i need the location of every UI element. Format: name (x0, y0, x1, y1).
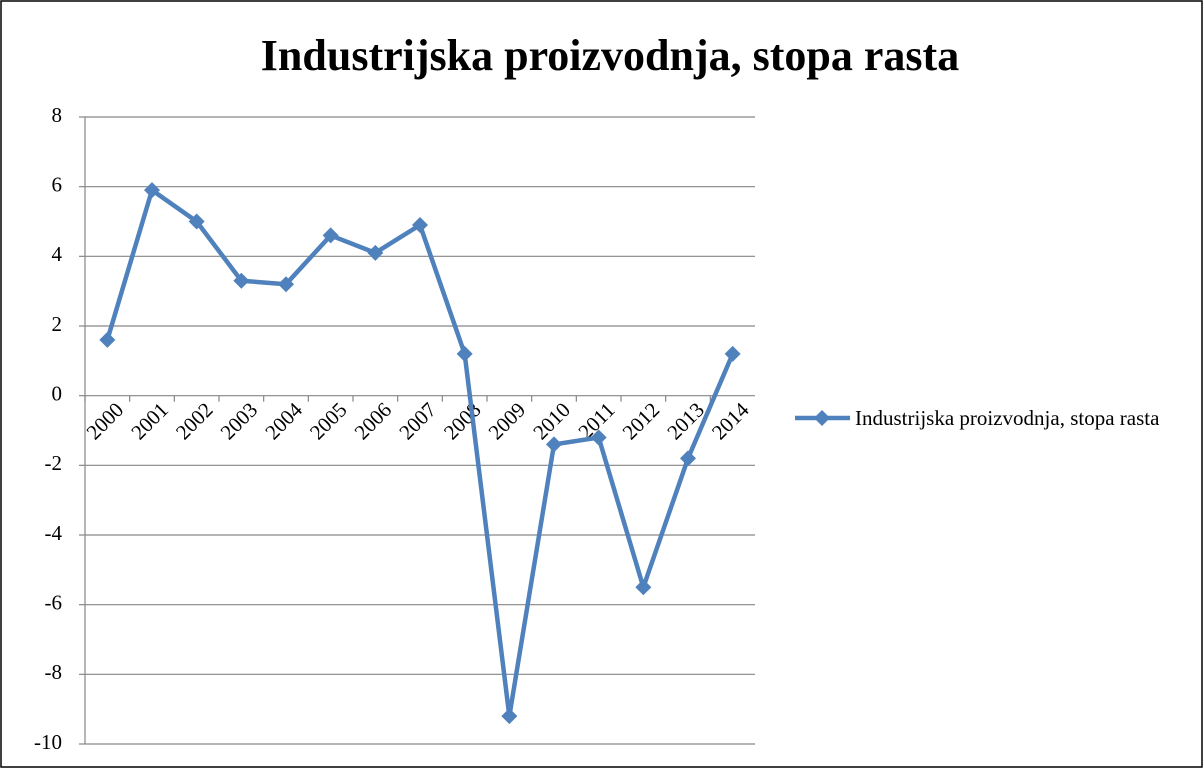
data-point (233, 272, 250, 289)
y-tick-label: -8 (45, 660, 63, 684)
data-point (144, 182, 160, 199)
y-tick-label: -4 (45, 521, 63, 545)
y-tick-label: 8 (52, 103, 63, 127)
data-point (188, 213, 205, 230)
data-point (546, 436, 562, 453)
y-tick-label: 2 (52, 312, 63, 336)
data-point (635, 579, 652, 596)
data-point (501, 708, 518, 725)
data-point (724, 345, 741, 362)
data-point (590, 429, 607, 446)
data-point (680, 450, 696, 467)
chart-title: Industrijska proizvodnja, stopa rasta (261, 31, 959, 80)
legend-marker (814, 410, 830, 426)
y-tick-label: -2 (45, 451, 63, 475)
data-point (412, 216, 428, 233)
y-tick-label: 4 (52, 242, 63, 266)
data-point (99, 331, 116, 348)
data-point (278, 276, 294, 293)
legend-label: Industrijska proizvodnja, stopa rasta (855, 406, 1160, 430)
y-tick-label: 6 (52, 172, 63, 196)
legend: Industrijska proizvodnja, stopa rasta (855, 406, 1160, 430)
y-tick-label: -10 (34, 730, 62, 754)
y-tick-label: 0 (52, 381, 63, 405)
data-point (367, 244, 384, 261)
data-point (322, 227, 339, 244)
y-tick-label: -6 (45, 590, 63, 614)
data-point (456, 345, 473, 362)
